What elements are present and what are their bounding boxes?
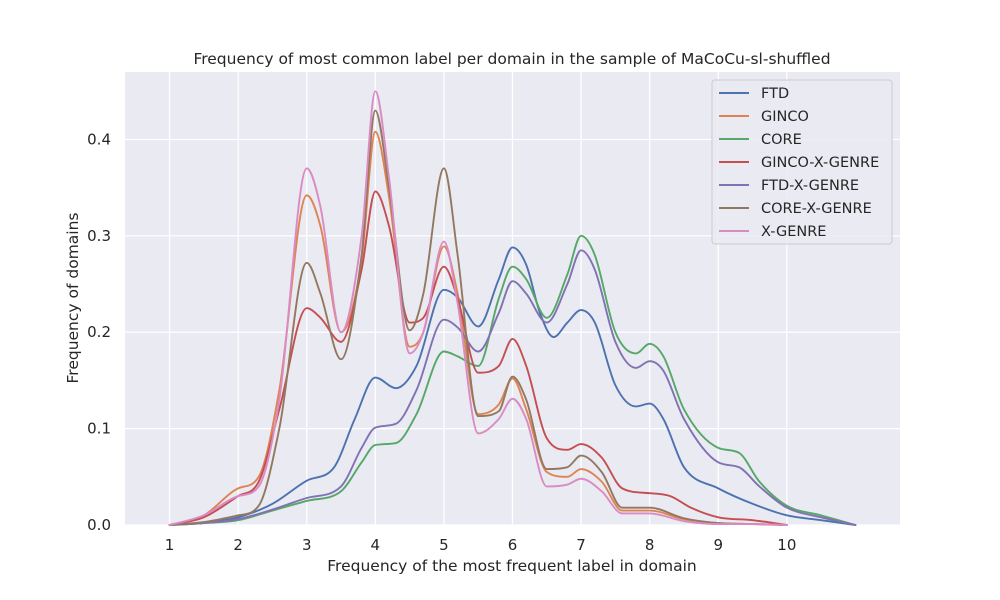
- x-tick-label: 4: [371, 536, 381, 554]
- chart-title: Frequency of most common label per domai…: [193, 50, 830, 68]
- legend: FTD GINCO CORE GINCO-X-GENRE FTD-X-GENRE CORE…: [711, 79, 893, 245]
- y-tick-label: 0.1: [87, 420, 111, 438]
- series-line-ginco: [168, 130, 788, 526]
- series-line-x-genre: [168, 90, 788, 526]
- x-axis-label: Frequency of the most frequent label in …: [327, 557, 696, 575]
- x-tick-label: 3: [302, 536, 312, 554]
- legend-label: CORE: [761, 132, 802, 148]
- legend-label: FTD-X-GENRE: [761, 178, 859, 194]
- legend-label: X-GENRE: [761, 224, 826, 240]
- series-line-core: [168, 234, 857, 526]
- x-tick-label: 5: [439, 536, 449, 554]
- y-axis-label: Frequency of domains: [64, 213, 82, 384]
- x-tick-label: 8: [645, 536, 655, 554]
- series-line-ftd: [168, 246, 857, 526]
- legend-label: CORE-X-GENRE: [761, 201, 872, 217]
- legend-frame: [711, 79, 893, 245]
- legend-label: GINCO: [761, 109, 809, 125]
- y-tick-label: 0.4: [87, 130, 111, 148]
- y-tick-label: 0.2: [87, 323, 111, 341]
- series-lines: [168, 90, 857, 526]
- x-axis-ticks: 1 2 3 4 5 6 7 8 9 10: [165, 536, 797, 554]
- x-tick-label: 9: [713, 536, 723, 554]
- x-tick-label: 10: [777, 536, 796, 554]
- series-line-core-x-genre: [168, 109, 788, 526]
- x-tick-label: 6: [508, 536, 518, 554]
- x-tick-label: 7: [576, 536, 586, 554]
- y-axis-ticks: 0.0 0.1 0.2 0.3 0.4: [87, 130, 111, 534]
- x-tick-label: 2: [233, 536, 243, 554]
- series-line-ginco-x-genre: [168, 190, 788, 526]
- y-tick-label: 0.3: [87, 227, 111, 245]
- x-tick-label: 1: [165, 536, 175, 554]
- series-line-ftd-x-genre: [168, 249, 857, 526]
- y-tick-label: 0.0: [87, 516, 111, 534]
- legend-label: GINCO-X-GENRE: [761, 155, 879, 171]
- legend-label: FTD: [761, 86, 789, 102]
